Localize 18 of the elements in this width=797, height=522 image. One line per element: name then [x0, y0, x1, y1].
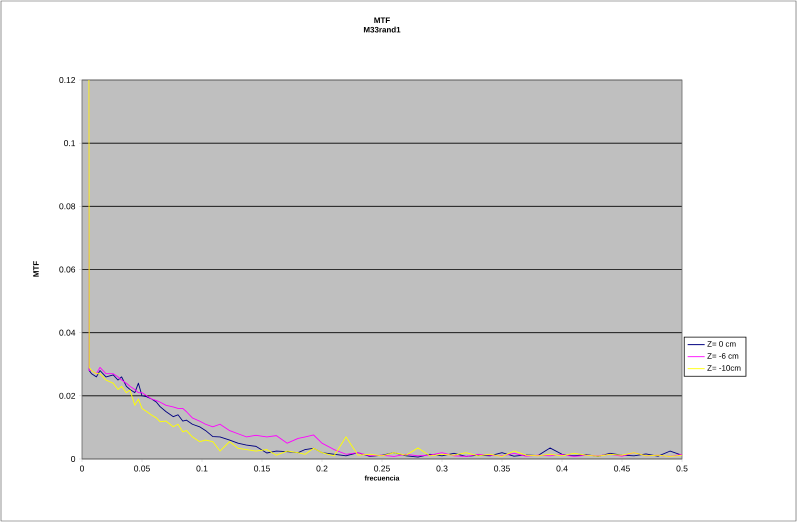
x-tick-label: 0.15	[254, 466, 270, 472]
y-tick-label: 0	[71, 456, 76, 462]
y-tick-label: 0.06	[59, 266, 76, 272]
y-tick-label: 0.02	[59, 392, 76, 399]
x-tick-label: 0.5	[676, 466, 688, 472]
x-tick-label: 0.4	[556, 466, 568, 472]
y-tick-label: 0.08	[59, 203, 76, 210]
x-tick-label: 0.25	[374, 466, 390, 472]
x-tick-label: 0	[80, 466, 84, 472]
y-tick-label: 0.1	[64, 140, 76, 146]
y-tick-label: 0.12	[59, 77, 76, 83]
y-tick-label: 0.04	[59, 330, 76, 336]
x-tick-label: 0.2	[316, 466, 328, 472]
x-tick-label: 0.05	[134, 466, 150, 472]
x-tick-label: 0.35	[494, 466, 510, 472]
x-tick-label: 0.1	[196, 466, 208, 472]
x-tick-label: 0.45	[614, 466, 630, 472]
x-tick-label: 0.3	[436, 466, 448, 472]
